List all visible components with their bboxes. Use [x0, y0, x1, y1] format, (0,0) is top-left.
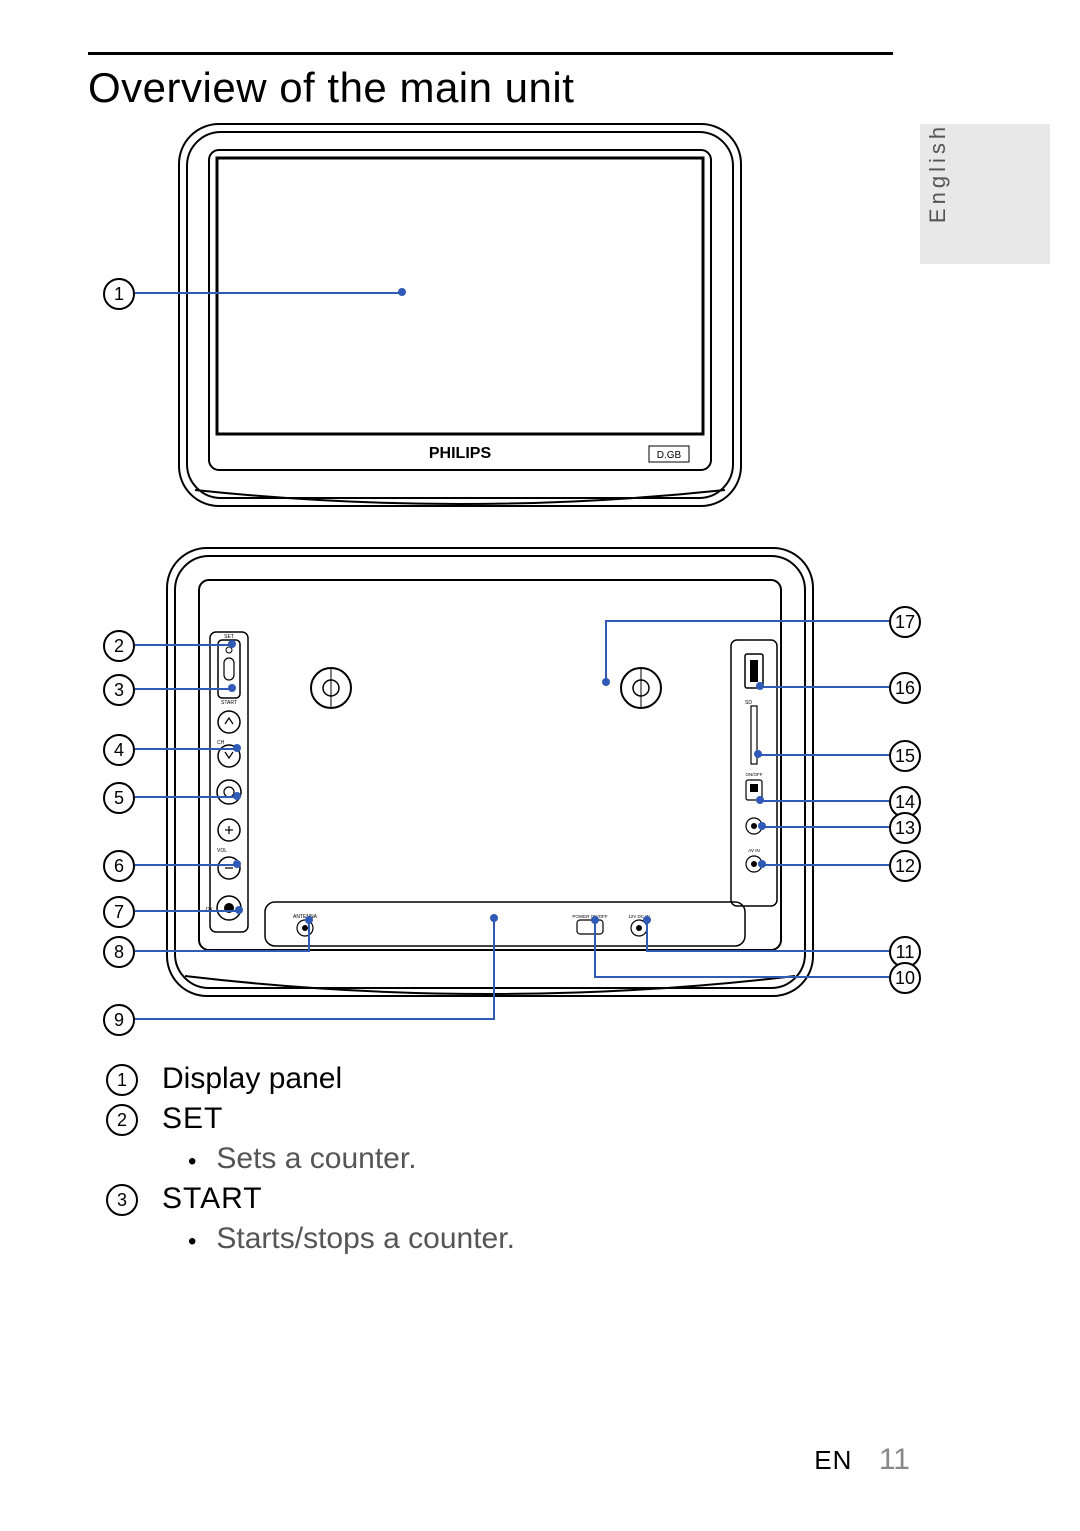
leader-6-dot: [233, 860, 241, 868]
callout-13: 13: [889, 812, 921, 844]
svg-text:AV IN: AV IN: [748, 848, 759, 853]
list-item-3: 3 START: [106, 1182, 876, 1216]
list-label-3: START: [162, 1182, 263, 1216]
leader-4-dot: [233, 744, 241, 752]
leader-3-dot: [228, 684, 236, 692]
callout-8: 8: [103, 936, 135, 968]
list-label-2: SET: [162, 1102, 223, 1136]
leader-5: [135, 796, 235, 798]
svg-text:CH: CH: [217, 740, 225, 746]
leader-15-dot: [754, 750, 762, 758]
leader-14-dot: [756, 796, 764, 804]
leader-1-dot: [398, 288, 406, 296]
svg-text:START: START: [221, 700, 237, 706]
leader-13: [762, 826, 889, 828]
callout-6: 6: [103, 850, 135, 882]
list-num-1: 1: [106, 1064, 138, 1096]
leader-9: [135, 1018, 495, 1020]
leader-2: [135, 644, 230, 646]
callout-7: 7: [103, 896, 135, 928]
leader-10: [594, 976, 889, 978]
leader-4: [135, 748, 235, 750]
keyhole-left: [311, 668, 351, 708]
footer-lang: EN: [814, 1445, 852, 1475]
leader-16-dot: [756, 682, 764, 690]
leader-15: [758, 754, 889, 756]
language-tab-label: English: [925, 123, 951, 223]
leader-5-dot: [233, 792, 241, 800]
list-bullet-2-0: • Sets a counter.: [188, 1142, 876, 1176]
leader-9-dot: [490, 914, 498, 922]
callout-12: 12: [889, 850, 921, 882]
page-footer: EN 11: [814, 1443, 910, 1477]
list-item-1: 1 Display panel: [106, 1062, 876, 1096]
callout-16: 16: [889, 672, 921, 704]
list-num-2: 2: [106, 1104, 138, 1136]
leader-3: [135, 688, 230, 690]
bullet-icon: •: [188, 1228, 196, 1256]
leader-1: [135, 292, 400, 294]
callout-3: 3: [103, 674, 135, 706]
leader-12: [762, 864, 889, 866]
callout-4: 4: [103, 734, 135, 766]
callout-1: 1: [103, 278, 135, 310]
leader-9v: [493, 918, 495, 1020]
leader-12-dot: [758, 860, 766, 868]
list-desc-3-0: Starts/stops a counter.: [216, 1222, 515, 1256]
leader-6: [135, 864, 235, 866]
leader-8: [135, 950, 310, 952]
leader-13-dot: [758, 822, 766, 830]
callout-2: 2: [103, 630, 135, 662]
brand-label: PHILIPS: [429, 445, 492, 462]
callout-17: 17: [889, 606, 921, 638]
leader-14: [760, 800, 889, 802]
leader-11: [646, 950, 889, 952]
leader-10v: [594, 920, 596, 978]
list-label-1: Display panel: [162, 1062, 342, 1096]
bullet-icon: •: [188, 1148, 196, 1176]
leader-17: [605, 620, 889, 622]
callout-10: 10: [889, 962, 921, 994]
list-bullet-3-0: • Starts/stops a counter.: [188, 1222, 876, 1256]
leader-8v: [308, 920, 310, 952]
dvb-label: D.GB: [657, 450, 682, 461]
leader-2-dot: [228, 640, 236, 648]
front-view-svg: PHILIPS D.GB: [165, 110, 755, 520]
diagram-front-view: PHILIPS D.GB: [165, 110, 755, 520]
footer-page-number: 11: [879, 1443, 910, 1476]
leader-17v: [605, 620, 607, 680]
callout-5: 5: [103, 782, 135, 814]
leader-7-dot: [235, 906, 243, 914]
top-rule: [88, 52, 893, 55]
list-item-2: 2 SET: [106, 1102, 876, 1136]
keyhole-right: [621, 668, 661, 708]
callout-15: 15: [889, 740, 921, 772]
leader-7: [135, 910, 237, 912]
diagram-rear-view: SET START CH VOL OK: [105, 530, 875, 1016]
list-desc-2-0: Sets a counter.: [216, 1142, 416, 1176]
description-list: 1 Display panel 2 SET • Sets a counter. …: [106, 1062, 876, 1262]
leader-11v: [646, 920, 648, 952]
leader-8-dot: [305, 916, 313, 924]
list-num-3: 3: [106, 1184, 138, 1216]
rear-view-svg: SET START CH VOL OK: [105, 530, 875, 1016]
callout-9: 9: [103, 1004, 135, 1036]
svg-text:VOL: VOL: [217, 848, 227, 854]
svg-text:SD: SD: [745, 700, 752, 706]
leader-16: [760, 686, 889, 688]
svg-text:ON/OFF: ON/OFF: [746, 772, 763, 777]
leader-17-dot: [602, 678, 610, 686]
page-title: Overview of the main unit: [88, 64, 574, 112]
leader-10-dot: [591, 916, 599, 924]
leader-11-dot: [643, 916, 651, 924]
